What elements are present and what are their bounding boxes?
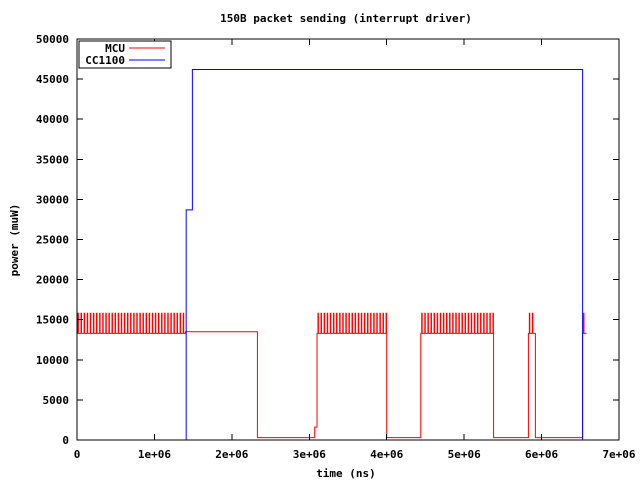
series-layer xyxy=(77,68,587,441)
y-tick-label: 10000 xyxy=(36,354,69,367)
y-tick-label: 5000 xyxy=(43,394,70,407)
series-line-cc1100 xyxy=(77,68,587,441)
y-tick-label: 30000 xyxy=(36,193,69,206)
ticks-layer: 0 1e+06 2e+06 3e+06 4e+06 5e+06 6e+06 7e+06 0 500… xyxy=(36,33,636,461)
x-tick-label: 2e+06 xyxy=(215,448,248,461)
y-tick-label: 40000 xyxy=(36,113,69,126)
y-tick-label: 25000 xyxy=(36,234,69,247)
x-tick-label: 5e+06 xyxy=(448,448,481,461)
y-tick-label: 50000 xyxy=(36,33,69,46)
chart-title: 150B packet sending (interrupt driver) xyxy=(220,12,472,25)
x-tick-label: 3e+06 xyxy=(293,448,326,461)
y-tick-label: 20000 xyxy=(36,274,69,287)
series-line-mcu xyxy=(77,312,587,439)
y-tick-label: 45000 xyxy=(36,73,69,86)
y-tick-label: 15000 xyxy=(36,314,69,327)
x-tick-label: 6e+06 xyxy=(525,448,558,461)
axes-layer xyxy=(76,38,620,441)
x-tick-label: 0 xyxy=(74,448,81,461)
y-axis-label: power (muW) xyxy=(8,204,21,277)
legend: MCU CC1100 xyxy=(78,40,172,69)
y-tick-label: 35000 xyxy=(36,153,69,166)
legend-label-cc1100: CC1100 xyxy=(85,54,125,67)
x-tick-label: 4e+06 xyxy=(370,448,403,461)
x-tick-label: 1e+06 xyxy=(138,448,171,461)
legend-box xyxy=(78,40,172,69)
x-axis-label: time (ns) xyxy=(316,467,376,480)
x-tick-label: 7e+06 xyxy=(602,448,635,461)
y-tick-label: 0 xyxy=(62,434,69,447)
legend-label-mcu: MCU xyxy=(105,42,125,55)
plot-frame xyxy=(76,38,620,441)
